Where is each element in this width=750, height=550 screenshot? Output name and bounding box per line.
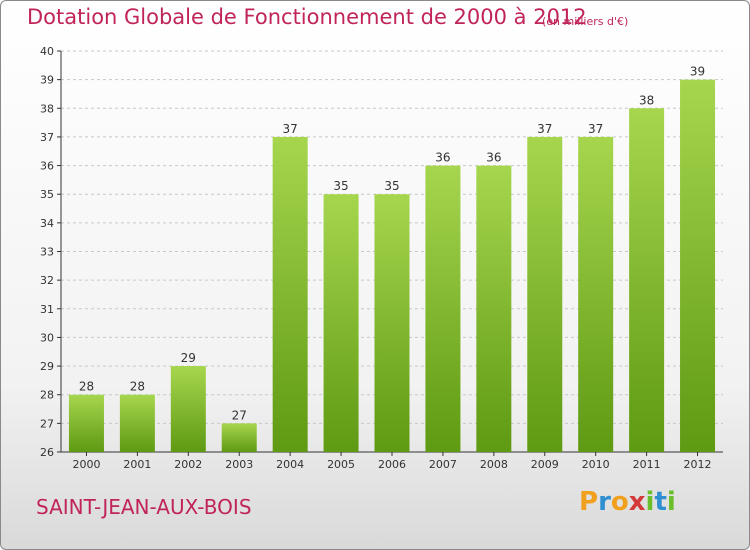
- y-tick-label: 31: [40, 303, 54, 316]
- bar-value-label: 28: [130, 380, 145, 394]
- bar-value-label: 29: [181, 351, 196, 365]
- y-tick-label: 32: [40, 274, 54, 287]
- y-tick-label: 35: [40, 188, 54, 201]
- bar: [476, 165, 512, 453]
- y-tick-label: 27: [40, 417, 54, 430]
- y-tick-label: 33: [40, 246, 54, 259]
- bar: [578, 136, 614, 452]
- y-tick-label: 36: [40, 160, 54, 173]
- y-tick-label: 26: [40, 446, 54, 459]
- x-tick-label: 2004: [276, 458, 304, 471]
- x-tick-label: 2010: [582, 458, 610, 471]
- x-tick-label: 2006: [378, 458, 406, 471]
- labels: 28 2000 28 2001 29 2002 27 2003 37 2004 35 2005 35 20…: [72, 65, 711, 471]
- bar: [680, 79, 716, 453]
- bar-value-label: 39: [690, 65, 705, 79]
- bar: [68, 394, 104, 452]
- x-tick-label: 2008: [480, 458, 508, 471]
- chart-subtitle: (en milliers d'€): [542, 15, 629, 28]
- y-tick-label: 28: [40, 389, 54, 402]
- bar: [119, 394, 155, 452]
- bar-value-label: 35: [384, 179, 399, 193]
- logo-letter: i: [645, 487, 655, 517]
- x-tick-label: 2012: [684, 458, 712, 471]
- y-tick-label: 38: [40, 102, 54, 115]
- bar-value-label: 27: [232, 408, 247, 422]
- bar-value-label: 36: [435, 151, 450, 165]
- bar-value-label: 37: [283, 122, 298, 136]
- y-tick-label: 39: [40, 74, 54, 87]
- x-tick-label: 2002: [174, 458, 202, 471]
- bar: [221, 423, 257, 452]
- bar: [527, 136, 563, 452]
- logo-letter: t: [654, 487, 667, 517]
- x-tick-label: 2005: [327, 458, 355, 471]
- bar-value-label: 38: [639, 93, 654, 107]
- bar: [323, 194, 359, 452]
- bar-value-label: 35: [333, 179, 348, 193]
- bar-value-label: 28: [79, 380, 94, 394]
- logo-letter: P: [579, 487, 599, 517]
- logo-letter: r: [598, 487, 611, 517]
- bar-value-label: 37: [537, 122, 552, 136]
- bar-value-label: 36: [486, 151, 501, 165]
- x-tick-label: 2003: [225, 458, 253, 471]
- y-tick-label: 29: [40, 360, 54, 373]
- bar: [425, 165, 461, 453]
- y-tick-label: 40: [40, 45, 54, 58]
- bar: [629, 108, 665, 453]
- x-tick-label: 2001: [123, 458, 151, 471]
- y-tick-label: 37: [40, 131, 54, 144]
- logo-letter: o: [610, 487, 629, 517]
- commune-name: SAINT-JEAN-AUX-BOIS: [36, 495, 252, 519]
- bars: [68, 79, 716, 453]
- y-tick-label: 34: [40, 217, 54, 230]
- x-tick-label: 2009: [531, 458, 559, 471]
- logo-letter: i: [666, 487, 676, 517]
- bar-value-label: 37: [588, 122, 603, 136]
- x-tick-label: 2000: [72, 458, 100, 471]
- bar: [272, 136, 308, 452]
- chart-title: Dotation Globale de Fonctionnement de 20…: [27, 5, 587, 29]
- x-tick-label: 2007: [429, 458, 457, 471]
- proxiti-logo: Proxiti: [579, 487, 676, 517]
- bar: [170, 366, 206, 452]
- bar: [374, 194, 410, 452]
- x-tick-label: 2011: [633, 458, 661, 471]
- y-tick-label: 30: [40, 331, 54, 344]
- logo-letter: x: [628, 487, 646, 517]
